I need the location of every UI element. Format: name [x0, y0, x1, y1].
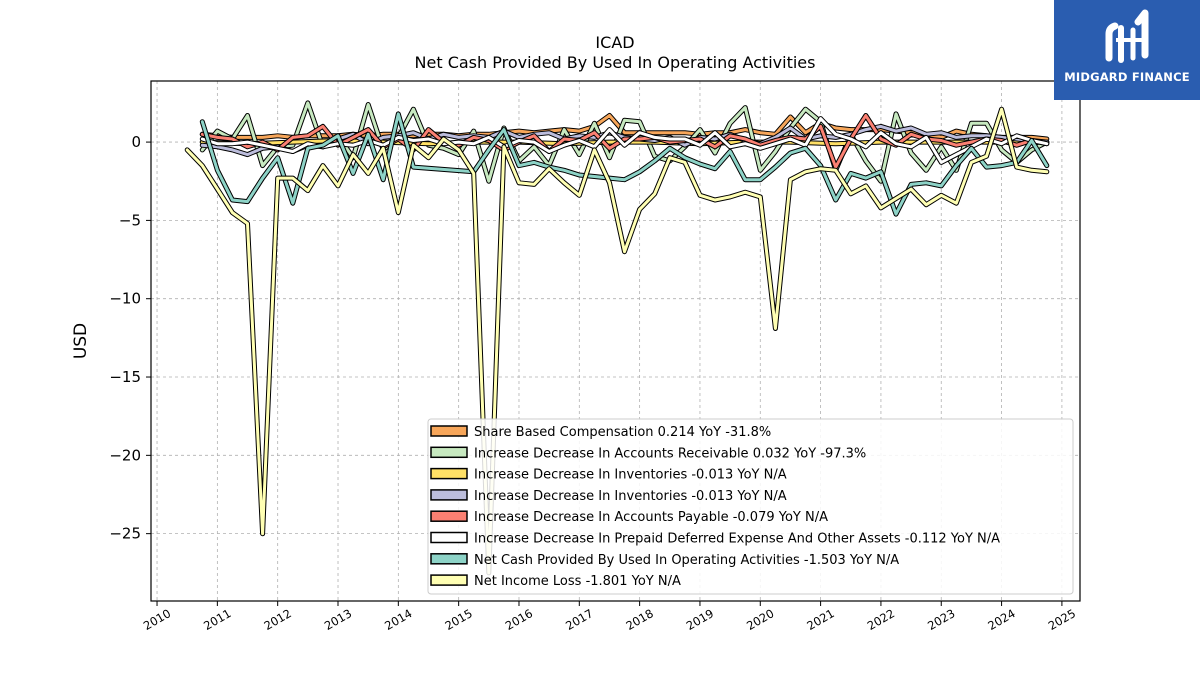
legend-entry: Increase Decrease In Prepaid Deferred Ex… [474, 532, 1000, 547]
legend-entry: Share Based Compensation 0.214 YoY -31.8… [474, 425, 771, 440]
legend-swatch [430, 510, 468, 522]
y-tick-label: 0 [131, 133, 141, 151]
legend-entry: Net Income Loss -1.801 YoY N/A [474, 574, 681, 589]
x-tick-label: 2019 [684, 606, 716, 633]
x-tick-label: 2018 [623, 606, 655, 633]
plot-frame [150, 80, 1081, 602]
x-tick-label: 2021 [804, 606, 836, 633]
legend-entry: Increase Decrease In Inventories -0.013 … [474, 489, 787, 504]
legend-entry: Increase Decrease In Accounts Receivable… [474, 446, 866, 461]
series-lines [184, 100, 1050, 576]
y-tick-label: −25 [109, 525, 141, 543]
x-tick-label: 2016 [503, 606, 535, 633]
legend: Share Based Compensation 0.214 YoY -31.8… [427, 418, 1074, 595]
x-tick-label: 2025 [1046, 606, 1078, 633]
legend-entry: Increase Decrease In Inventories -0.013 … [474, 468, 787, 483]
legend-swatch [430, 574, 468, 586]
legend-entry: Net Cash Provided By Used In Operating A… [474, 553, 899, 568]
y-axis-label: USD [71, 323, 91, 359]
legend-swatch [430, 531, 468, 544]
y-tick-label: −15 [109, 368, 141, 386]
legend-swatch [430, 446, 468, 459]
x-tick-label: 2015 [442, 606, 474, 633]
y-tick-label: −5 [119, 211, 141, 229]
legend-entry: Increase Decrease In Accounts Payable -0… [474, 510, 828, 525]
legend-box [427, 418, 1074, 595]
brand-logo: MIDGARD FINANCE [1054, 0, 1200, 100]
y-tick-label: −10 [109, 290, 141, 308]
x-tick-label: 2024 [985, 606, 1017, 633]
x-tick-label: 2023 [925, 606, 957, 633]
x-tick-label: 2017 [563, 606, 595, 633]
y-tick-label: −20 [109, 446, 141, 464]
legend-swatch [430, 489, 468, 501]
x-tick-label: 2013 [322, 606, 354, 633]
brand-name: MIDGARD FINANCE [1064, 70, 1190, 84]
legend-swatch [430, 553, 468, 565]
x-tick-label: 2022 [865, 606, 897, 633]
series-line-net-income-loss [185, 107, 1049, 575]
chart-subtitle: Net Cash Provided By Used In Operating A… [415, 53, 816, 72]
legend-swatch [430, 467, 468, 480]
midgard-logo-icon [1105, 9, 1149, 63]
x-tick-label: 2011 [201, 606, 233, 633]
chart-title: ICAD [595, 33, 634, 52]
x-tick-label: 2012 [262, 606, 294, 633]
x-tick-label: 2014 [382, 606, 414, 633]
x-tick-label: 2020 [744, 606, 776, 633]
series-line-net-cash-provided-by-used-in-operating-activities [200, 112, 1049, 216]
legend-swatch [430, 425, 468, 437]
x-tick-label: 2010 [141, 606, 173, 633]
